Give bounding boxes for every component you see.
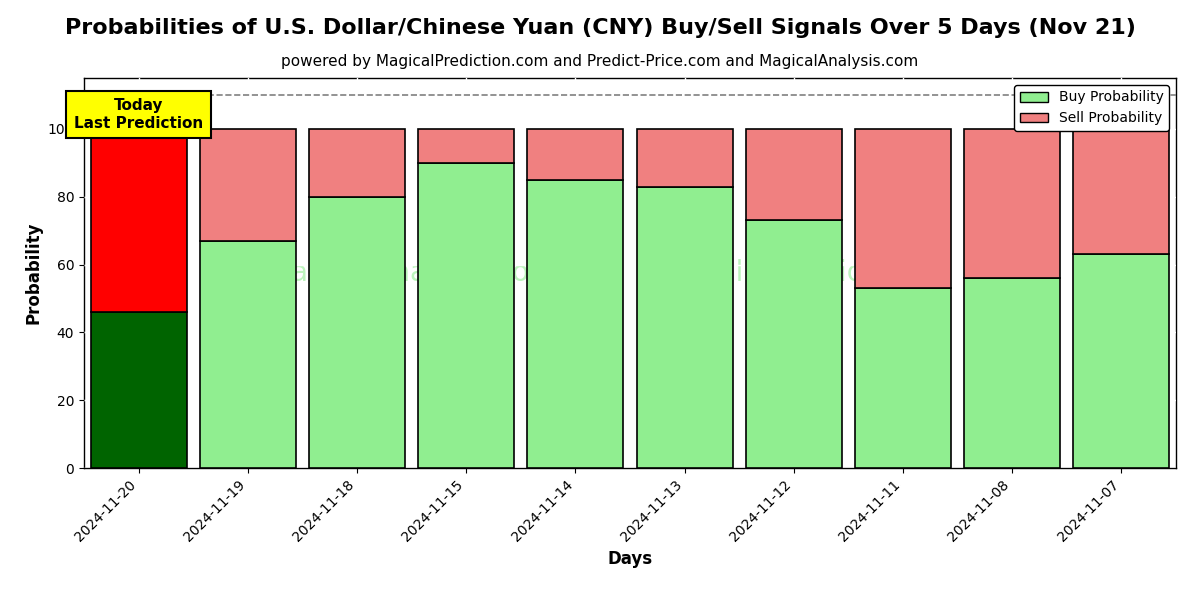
Bar <box>745 220 842 468</box>
Bar <box>199 241 296 468</box>
Bar <box>745 129 842 220</box>
Bar <box>527 180 624 468</box>
Text: Today
Last Prediction: Today Last Prediction <box>74 98 203 131</box>
Bar <box>854 288 952 468</box>
Bar <box>418 129 515 163</box>
Bar <box>418 163 515 468</box>
Y-axis label: Probability: Probability <box>24 222 42 324</box>
Bar <box>90 312 187 468</box>
Bar <box>527 129 624 180</box>
Bar <box>90 129 187 312</box>
Text: MagicalPrediction.com: MagicalPrediction.com <box>637 259 950 287</box>
Text: powered by MagicalPrediction.com and Predict-Price.com and MagicalAnalysis.com: powered by MagicalPrediction.com and Pre… <box>281 54 919 69</box>
Text: MagicalAnalysis.com: MagicalAnalysis.com <box>268 259 556 287</box>
Bar <box>854 129 952 288</box>
Bar <box>636 187 733 468</box>
Bar <box>964 278 1061 468</box>
Bar <box>308 197 406 468</box>
Bar <box>308 129 406 197</box>
Text: Probabilities of U.S. Dollar/Chinese Yuan (CNY) Buy/Sell Signals Over 5 Days (No: Probabilities of U.S. Dollar/Chinese Yua… <box>65 18 1135 38</box>
Legend: Buy Probability, Sell Probability: Buy Probability, Sell Probability <box>1014 85 1169 131</box>
Bar <box>964 129 1061 278</box>
X-axis label: Days: Days <box>607 550 653 568</box>
Bar <box>1073 254 1170 468</box>
Bar <box>1073 129 1170 254</box>
Bar <box>199 129 296 241</box>
Bar <box>636 129 733 187</box>
